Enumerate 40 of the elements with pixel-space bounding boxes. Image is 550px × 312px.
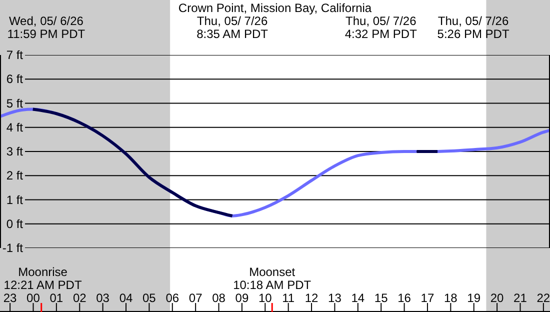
x-tick-label: 05 <box>142 291 156 305</box>
ref-line-label: Moonrise 12:21 AM PDT <box>4 265 82 292</box>
text: Thu, 05/ 7/26 5:26 PM PDT <box>437 14 510 41</box>
text: Thu, 05/ 7/26 4:32 PM PDT <box>344 14 418 41</box>
x-tick-label: 18 <box>444 291 458 305</box>
x-tick-label: 17 <box>420 291 434 305</box>
x-tick-label: 11 <box>282 291 295 305</box>
x-tick-label: 12 <box>304 291 319 305</box>
x-tick-label: 04 <box>119 291 133 305</box>
x-tick-label: 09 <box>235 291 249 305</box>
x-tick-label: 01 <box>50 291 64 305</box>
x-tick-label: 21 <box>514 291 528 305</box>
y-tick-label: 0 ft <box>6 216 24 231</box>
x-tick-label: 00 <box>26 291 40 305</box>
text: Wed, 05/ 6/26 11:59 PM PDT <box>7 14 86 41</box>
x-tick-label: 14 <box>351 291 365 305</box>
x-tick-label: 16 <box>398 291 412 305</box>
chart-title: Crown Point, Mission Bay, California <box>178 1 372 15</box>
y-tick-label: 2 ft <box>6 168 24 183</box>
x-tick-label: 15 <box>374 291 388 305</box>
x-tick-label: 06 <box>166 291 180 305</box>
x-tick-label: 22 <box>536 291 550 305</box>
y-tick-label: 6 ft <box>6 72 24 86</box>
x-tick-label: 03 <box>96 291 110 305</box>
x-tick-label: 19 <box>467 291 481 305</box>
x-tick-label: 10 <box>258 291 272 305</box>
x-tick-label: 08 <box>212 291 226 305</box>
x-tick-label: 07 <box>188 291 203 305</box>
ref-line-label: Moonset 10:18 AM PDT <box>233 265 312 292</box>
x-tick-label: 13 <box>328 291 342 305</box>
y-tick-label: -1 ft <box>2 241 24 255</box>
y-tick-label: 5 ft <box>6 96 24 110</box>
x-tick-label: 20 <box>490 291 504 305</box>
y-tick-label: 1 ft <box>6 192 24 207</box>
text: Thu, 05/ 7/26 8:35 AM PDT <box>196 14 269 41</box>
y-tick-label: 7 ft <box>6 48 24 62</box>
x-tick-label: 23 <box>3 291 18 305</box>
x-tick-label: 02 <box>72 291 87 305</box>
y-tick-label: 4 ft <box>6 120 24 134</box>
y-tick-label: 3 ft <box>6 144 24 158</box>
